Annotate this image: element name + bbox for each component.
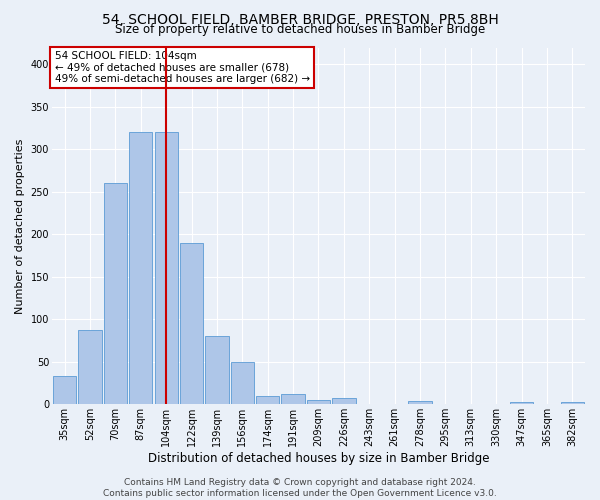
Bar	[79, 330, 102, 404]
Bar	[307, 400, 330, 404]
Bar	[205, 336, 229, 404]
Bar	[560, 402, 584, 404]
Bar	[129, 132, 152, 404]
Bar	[180, 243, 203, 404]
Bar	[510, 402, 533, 404]
Text: Contains HM Land Registry data © Crown copyright and database right 2024.
Contai: Contains HM Land Registry data © Crown c…	[103, 478, 497, 498]
Text: Size of property relative to detached houses in Bamber Bridge: Size of property relative to detached ho…	[115, 22, 485, 36]
Bar	[155, 132, 178, 404]
Bar	[53, 376, 76, 404]
Bar	[104, 184, 127, 404]
Bar	[332, 398, 356, 404]
X-axis label: Distribution of detached houses by size in Bamber Bridge: Distribution of detached houses by size …	[148, 452, 489, 465]
Y-axis label: Number of detached properties: Number of detached properties	[15, 138, 25, 314]
Bar	[256, 396, 280, 404]
Bar	[230, 362, 254, 405]
Bar	[409, 401, 431, 404]
Text: 54 SCHOOL FIELD: 104sqm
← 49% of detached houses are smaller (678)
49% of semi-d: 54 SCHOOL FIELD: 104sqm ← 49% of detache…	[55, 51, 310, 84]
Bar	[281, 394, 305, 404]
Text: 54, SCHOOL FIELD, BAMBER BRIDGE, PRESTON, PR5 8BH: 54, SCHOOL FIELD, BAMBER BRIDGE, PRESTON…	[101, 12, 499, 26]
